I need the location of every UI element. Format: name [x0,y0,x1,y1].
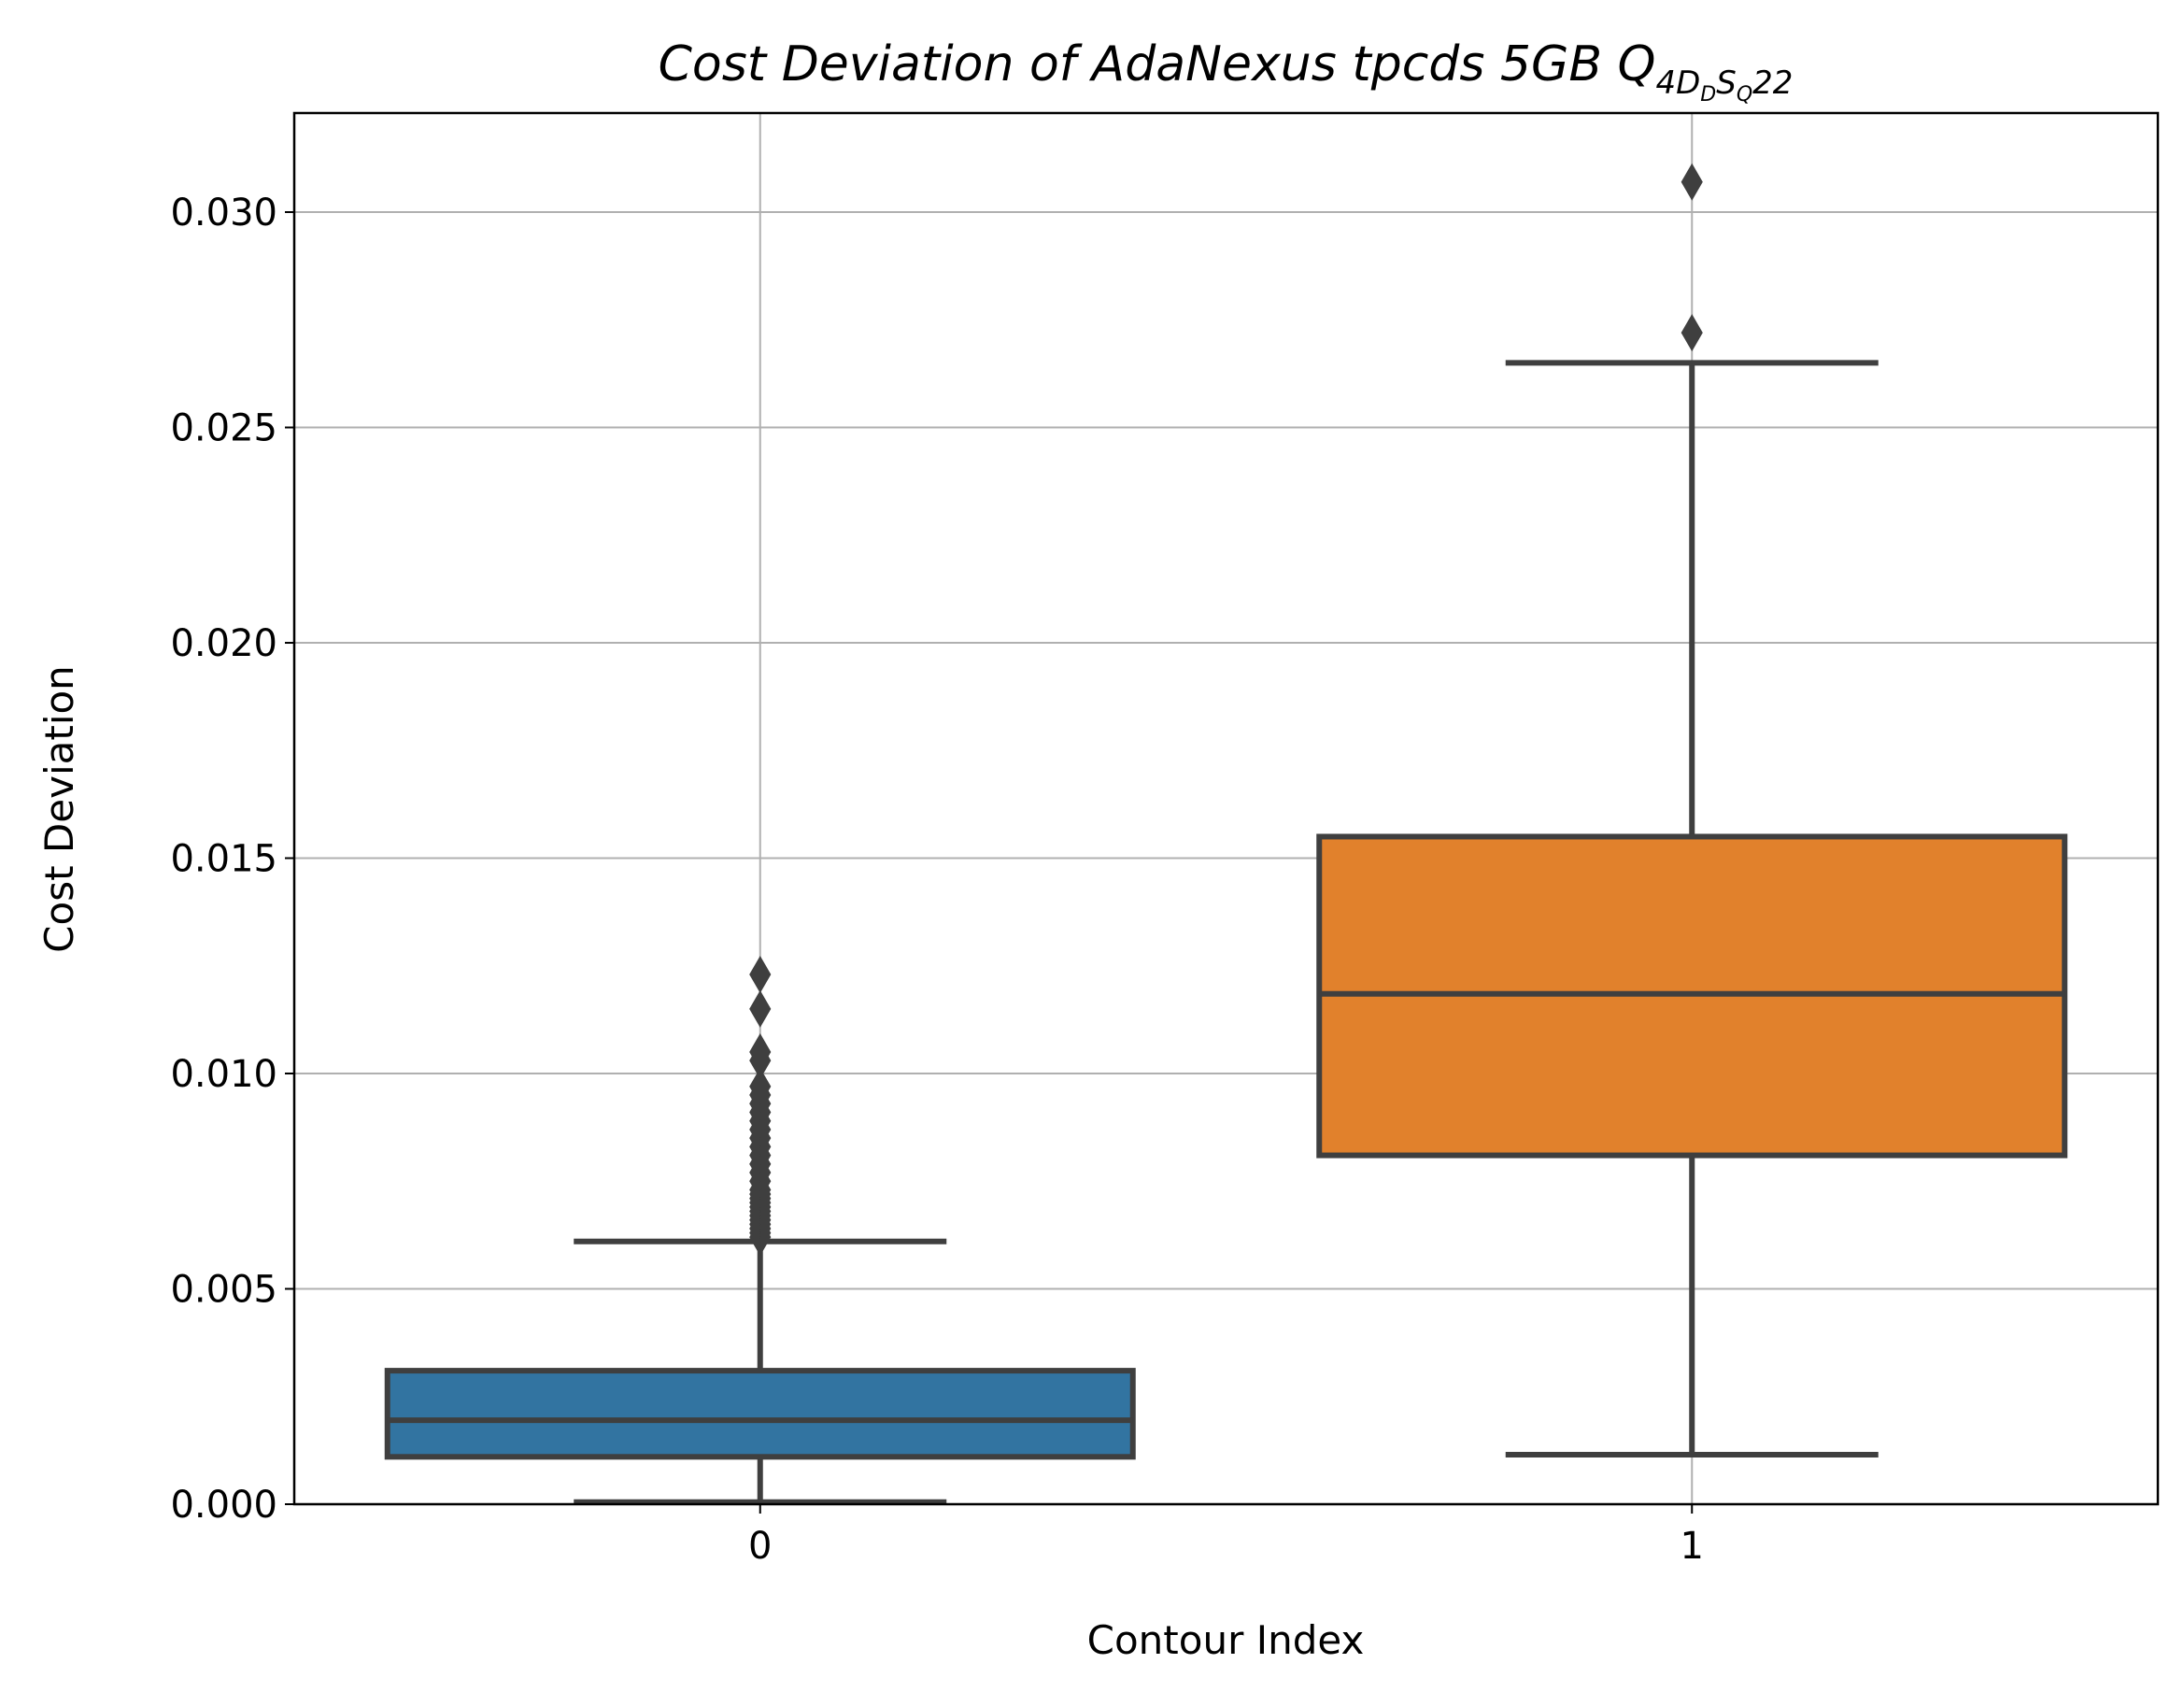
plot-frame [292,111,2160,1506]
y-tick-label: 0.020 [170,622,277,665]
y-tick-label: 0.015 [170,838,277,881]
y-tick-label: 0.000 [170,1484,277,1527]
box-group-0 [384,955,1136,1505]
outlier-point [1681,314,1703,352]
x-tick-label: 0 [748,1525,772,1568]
outlier-point [749,1032,772,1071]
y-tick-label: 0.030 [170,192,277,235]
x-axis-label: Contour Index [1087,1617,1365,1663]
box-iqr [384,1368,1136,1460]
y-axis-label: Cost Deviation [36,665,82,953]
y-tick-label: 0.010 [170,1053,277,1096]
box-series [384,163,2068,1505]
outlier-point [1681,163,1703,201]
outlier-point [749,955,772,993]
axis-ticks: 0.000 0.005 0.010 0.015 0.020 0.025 0.030 0 1 [170,192,1703,1568]
grid-lines [294,113,2158,1505]
box-group-1 [1316,163,2068,1457]
y-tick-label: 0.005 [170,1269,277,1312]
y-tick-label: 0.025 [170,407,277,450]
outlier-point [749,989,772,1028]
outlier-point [749,1067,772,1105]
x-tick-label: 1 [1681,1525,1704,1568]
chart-title: Cost Deviation of AdaNexus tpcds 5GB Q4D… [659,36,1794,107]
